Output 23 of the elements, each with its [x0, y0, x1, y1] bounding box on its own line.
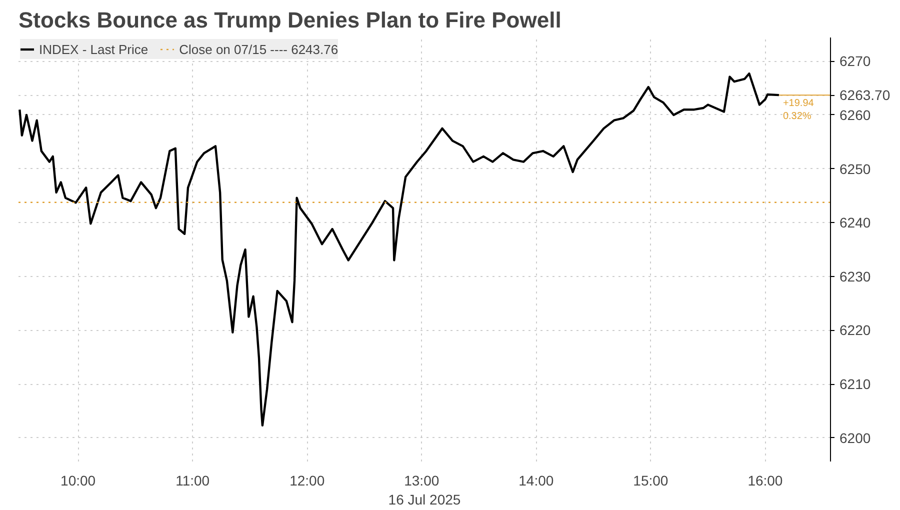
x-tick-label: 10:00 — [60, 472, 96, 488]
y-tick-label: 6230 — [840, 268, 871, 284]
y-tick-label: 6210 — [840, 376, 871, 392]
x-tick-label: 11:00 — [176, 472, 210, 488]
x-tick-label: 12:00 — [290, 472, 325, 488]
y-tick-label: 6270 — [840, 53, 871, 70]
x-tick-label: 13:00 — [404, 472, 440, 488]
y-tick-label: 6260 — [840, 106, 871, 123]
y-tick-label: 6200 — [840, 430, 871, 446]
x-axis-title: 16 Jul 2025 — [388, 492, 461, 508]
chart-title: Stocks Bounce as Trump Denies Plan to Fire Powell — [18, 8, 562, 32]
y-tick-label: 6250 — [840, 160, 871, 177]
x-tick-label: 16:00 — [748, 472, 783, 488]
x-tick-label: 15:00 — [633, 472, 668, 488]
y-tick-label: 6240 — [840, 214, 871, 231]
x-tick-label: 14:00 — [518, 472, 554, 488]
legend-label: Close on 07/15 ---- 6243.76 — [179, 42, 338, 56]
y-tick-label: 6263.70 — [840, 87, 890, 104]
line-series — [18, 72, 780, 427]
y-tick-label: 6220 — [840, 322, 871, 338]
legend-label: INDEX - Last Price — [39, 42, 148, 56]
annotation: 0.32% — [782, 111, 812, 122]
annotation: +19.94 — [782, 98, 814, 110]
